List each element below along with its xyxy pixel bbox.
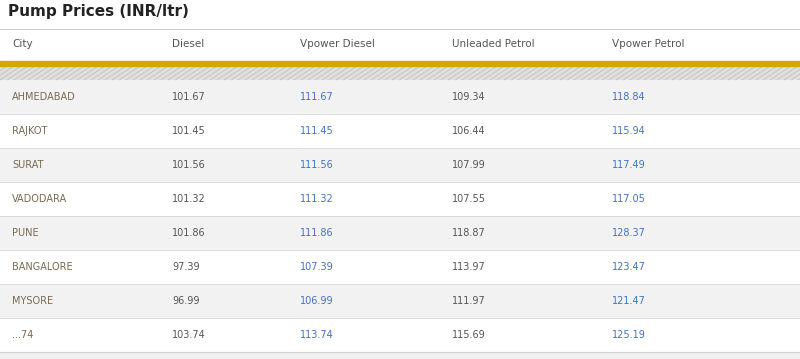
Text: SURAT: SURAT <box>12 160 43 170</box>
Text: 111.45: 111.45 <box>300 126 334 136</box>
Text: 101.45: 101.45 <box>172 126 206 136</box>
Bar <box>0 250 800 284</box>
Text: 121.47: 121.47 <box>612 296 646 306</box>
Bar <box>0 66 800 80</box>
Text: 111.32: 111.32 <box>300 194 334 204</box>
Bar <box>0 284 800 318</box>
Text: 123.47: 123.47 <box>612 262 646 272</box>
Text: Pump Prices (INR/ltr): Pump Prices (INR/ltr) <box>8 4 189 19</box>
Text: 111.56: 111.56 <box>300 160 334 170</box>
Text: Unleaded Petrol: Unleaded Petrol <box>452 39 534 49</box>
Text: Vpower Petrol: Vpower Petrol <box>612 39 685 49</box>
Text: 111.67: 111.67 <box>300 92 334 102</box>
Text: 113.74: 113.74 <box>300 330 334 340</box>
Text: BANGALORE: BANGALORE <box>12 262 73 272</box>
Bar <box>0 216 800 250</box>
Text: 118.87: 118.87 <box>452 228 486 238</box>
Text: 111.86: 111.86 <box>300 228 334 238</box>
Text: RAJKOT: RAJKOT <box>12 126 47 136</box>
Text: 101.32: 101.32 <box>172 194 206 204</box>
Text: 107.39: 107.39 <box>300 262 334 272</box>
Text: 107.55: 107.55 <box>452 194 486 204</box>
Text: 115.69: 115.69 <box>452 330 486 340</box>
Text: 106.99: 106.99 <box>300 296 334 306</box>
Bar <box>0 352 800 359</box>
Text: 113.97: 113.97 <box>452 262 486 272</box>
Text: 118.84: 118.84 <box>612 92 646 102</box>
Bar <box>0 114 800 148</box>
Text: 111.97: 111.97 <box>452 296 486 306</box>
Text: PUNE: PUNE <box>12 228 38 238</box>
Text: 107.99: 107.99 <box>452 160 486 170</box>
Text: 117.05: 117.05 <box>612 194 646 204</box>
Text: MYSORE: MYSORE <box>12 296 53 306</box>
Text: 115.94: 115.94 <box>612 126 646 136</box>
Text: City: City <box>12 39 33 49</box>
Text: 96.99: 96.99 <box>172 296 199 306</box>
Text: Diesel: Diesel <box>172 39 204 49</box>
Text: 125.19: 125.19 <box>612 330 646 340</box>
Text: 97.39: 97.39 <box>172 262 200 272</box>
Bar <box>0 80 800 114</box>
Text: ...74: ...74 <box>12 330 34 340</box>
Bar <box>0 318 800 352</box>
Text: 117.49: 117.49 <box>612 160 646 170</box>
Text: 106.44: 106.44 <box>452 126 486 136</box>
Text: 109.34: 109.34 <box>452 92 486 102</box>
Text: AHMEDABAD: AHMEDABAD <box>12 92 76 102</box>
Text: 103.74: 103.74 <box>172 330 206 340</box>
Text: 101.86: 101.86 <box>172 228 206 238</box>
Text: 101.56: 101.56 <box>172 160 206 170</box>
Text: 101.67: 101.67 <box>172 92 206 102</box>
Bar <box>0 148 800 182</box>
Text: 128.37: 128.37 <box>612 228 646 238</box>
Text: Vpower Diesel: Vpower Diesel <box>300 39 375 49</box>
Text: VADODARA: VADODARA <box>12 194 67 204</box>
Bar <box>0 182 800 216</box>
